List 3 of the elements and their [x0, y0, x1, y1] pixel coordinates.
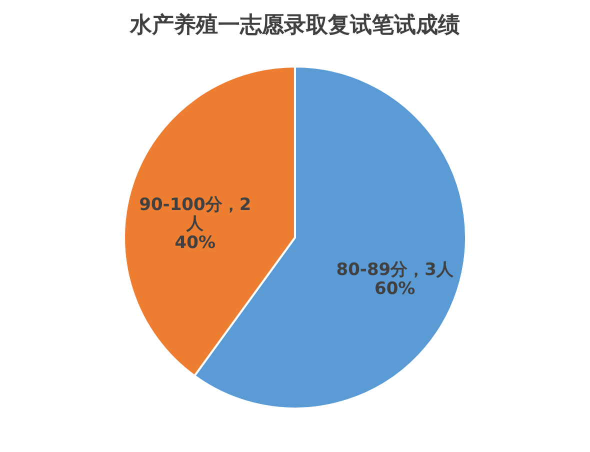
slice-label: 90-100分，2 人 40% [139, 195, 252, 254]
chart-title: 水产养殖一志愿录取复试笔试成绩 [129, 12, 460, 38]
slice-label: 80-89分，3人 60% [336, 260, 454, 299]
